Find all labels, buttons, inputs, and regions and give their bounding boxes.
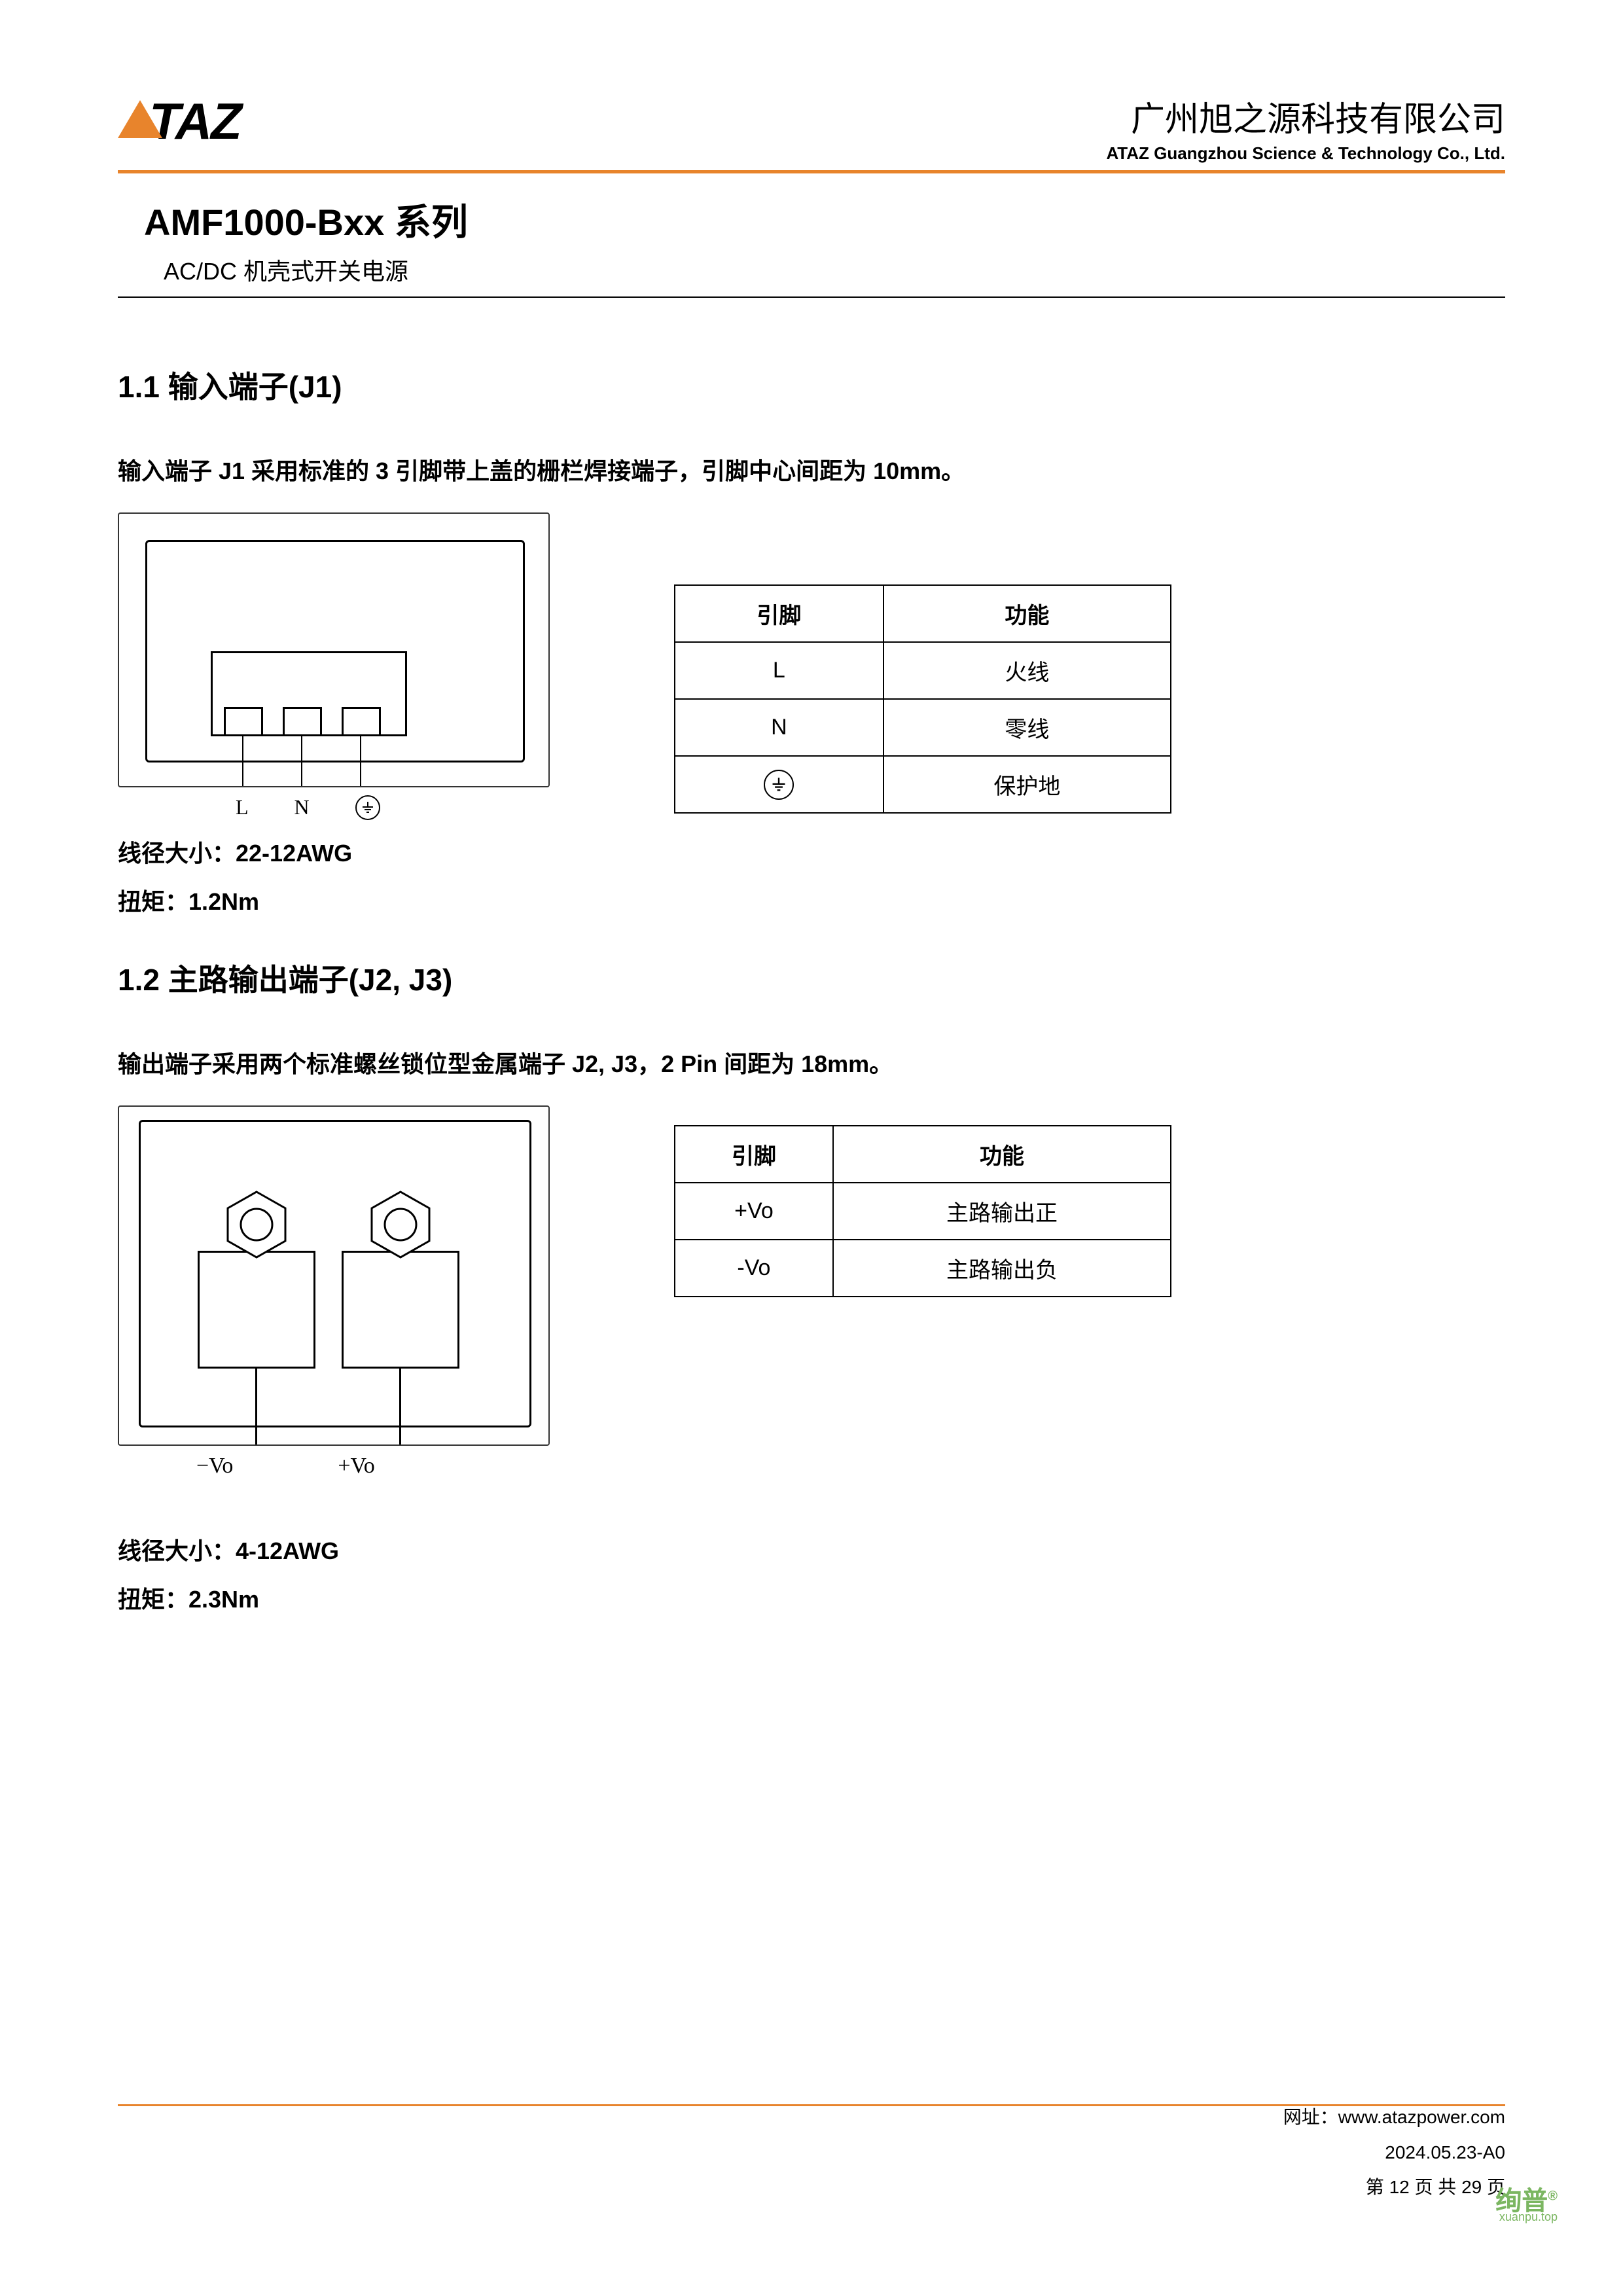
pin-table-1-1: 引脚 功能 L 火线 N 零线 保护地 bbox=[674, 584, 1171, 814]
section-1-1-content: L N 线径大小：22-12AWG 扭矩：1.2Nm 引脚 功能 L 火线 bbox=[118, 512, 1505, 917]
logo-text: TAZ bbox=[149, 92, 241, 151]
cell-func: 保护地 bbox=[883, 756, 1171, 813]
table-row: 引脚 功能 bbox=[675, 1126, 1171, 1183]
section-1-1-heading: 1.1 输入端子(J1) bbox=[118, 363, 1505, 406]
footer-url: www.atazpower.com bbox=[1338, 2107, 1505, 2127]
footer-url-label: 网址： bbox=[1283, 2107, 1338, 2127]
table-header-pin: 引脚 bbox=[675, 1126, 833, 1183]
table-1-2-column: 引脚 功能 +Vo 主路输出正 -Vo 主路输出负 bbox=[576, 1105, 1505, 1297]
table-header-func: 功能 bbox=[883, 585, 1171, 642]
table-row: 引脚 功能 bbox=[675, 585, 1171, 642]
figure-1-2-column: −Vo +Vo 线径大小：4-12AWG 扭矩：2.3Nm bbox=[118, 1105, 576, 1615]
page-header: TAZ 广州旭之源科技有限公司 ATAZ Guangzhou Science &… bbox=[118, 92, 1505, 173]
section-1-2-content: −Vo +Vo 线径大小：4-12AWG 扭矩：2.3Nm 引脚 功能 +Vo … bbox=[118, 1105, 1505, 1615]
watermark-sub: xuanpu.top bbox=[1499, 2210, 1558, 2224]
ground-icon bbox=[355, 795, 380, 820]
page-footer: 网址：www.atazpower.com 2024.05.23-A0 第 12 … bbox=[1283, 2100, 1505, 2204]
footer-page: 第 12 页 共 29 页 bbox=[1283, 2170, 1505, 2204]
figure-label-neg-vo: −Vo bbox=[196, 1454, 233, 1479]
figure-1-1-column: L N 线径大小：22-12AWG 扭矩：1.2Nm bbox=[118, 512, 576, 917]
product-block: AMF1000-Bxx 系列 AC/DC 机壳式开关电源 bbox=[118, 193, 1505, 298]
company-block: 广州旭之源科技有限公司 ATAZ Guangzhou Science & Tec… bbox=[1106, 92, 1505, 164]
figure-label-pos-vo: +Vo bbox=[338, 1454, 374, 1479]
cell-func: 主路输出正 bbox=[833, 1183, 1171, 1240]
table-row: +Vo 主路输出正 bbox=[675, 1183, 1171, 1240]
cell-pin: -Vo bbox=[675, 1240, 833, 1297]
pin-table-1-2: 引脚 功能 +Vo 主路输出正 -Vo 主路输出负 bbox=[674, 1125, 1171, 1297]
cell-func: 火线 bbox=[883, 642, 1171, 699]
section-1-1-body: 输入端子 J1 采用标准的 3 引脚带上盖的栅栏焊接端子，引脚中心间距为 10m… bbox=[118, 452, 1505, 486]
table-row: L 火线 bbox=[675, 642, 1171, 699]
ground-icon bbox=[764, 770, 794, 800]
company-name-cn: 广州旭之源科技有限公司 bbox=[1106, 92, 1505, 141]
cell-func: 主路输出负 bbox=[833, 1240, 1171, 1297]
table-header-func: 功能 bbox=[833, 1126, 1171, 1183]
table-row: -Vo 主路输出负 bbox=[675, 1240, 1171, 1297]
cell-pin: L bbox=[675, 642, 883, 699]
cell-pin: +Vo bbox=[675, 1183, 833, 1240]
figure-label-n: N bbox=[294, 795, 310, 820]
figure-1-1 bbox=[118, 512, 550, 787]
spec-wire-1-1: 线径大小：22-12AWG bbox=[118, 834, 576, 869]
figure-1-2 bbox=[118, 1105, 550, 1446]
company-name-en: ATAZ Guangzhou Science & Technology Co.,… bbox=[1106, 143, 1505, 164]
section-1-2-heading: 1.2 主路输出端子(J2, J3) bbox=[118, 956, 1505, 999]
table-row: 保护地 bbox=[675, 756, 1171, 813]
figure-label-l: L bbox=[236, 795, 249, 820]
table-1-1-column: 引脚 功能 L 火线 N 零线 保护地 bbox=[576, 512, 1505, 814]
table-row: N 零线 bbox=[675, 699, 1171, 756]
table-header-pin: 引脚 bbox=[675, 585, 883, 642]
spec-torque-1-2: 扭矩：2.3Nm bbox=[118, 1581, 576, 1615]
watermark-sup: ® bbox=[1548, 2189, 1558, 2204]
figure-1-1-labels: L N bbox=[118, 795, 576, 820]
spec-torque-1-1: 扭矩：1.2Nm bbox=[118, 883, 576, 917]
cell-pin-ground bbox=[675, 756, 883, 813]
cell-func: 零线 bbox=[883, 699, 1171, 756]
footer-date: 2024.05.23-A0 bbox=[1283, 2135, 1505, 2170]
logo: TAZ bbox=[118, 92, 241, 151]
spec-wire-1-2: 线径大小：4-12AWG bbox=[118, 1532, 576, 1566]
product-title: AMF1000-Bxx 系列 bbox=[118, 193, 1505, 246]
logo-triangle-icon bbox=[118, 100, 162, 138]
footer-url-line: 网址：www.atazpower.com bbox=[1283, 2100, 1505, 2134]
cell-pin: N bbox=[675, 699, 883, 756]
section-1-2-body: 输出端子采用两个标准螺丝锁位型金属端子 J2, J3，2 Pin 间距为 18m… bbox=[118, 1045, 1505, 1079]
figure-1-2-labels: −Vo +Vo bbox=[118, 1454, 576, 1479]
product-subtitle: AC/DC 机壳式开关电源 bbox=[118, 253, 1505, 287]
